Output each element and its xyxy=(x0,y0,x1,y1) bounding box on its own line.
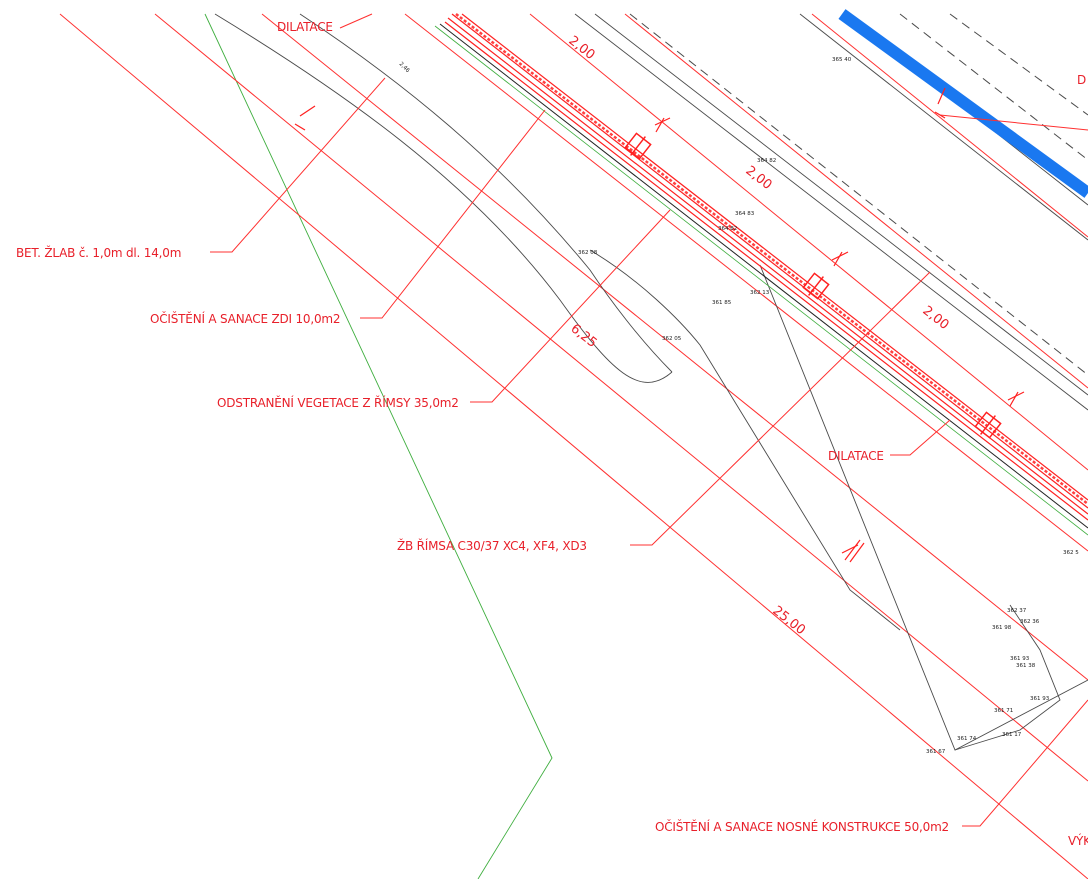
survey-point: 361 71 xyxy=(994,708,1013,714)
survey-point: 361 67 xyxy=(926,749,946,755)
red-parallel-line xyxy=(261,13,1088,681)
dashed-line xyxy=(949,13,1088,116)
survey-point: 361 38 xyxy=(1016,663,1036,669)
survey-point: 365 40 xyxy=(832,57,852,63)
annotation-dilatace-mid: DILATACE xyxy=(828,449,884,463)
blue-pipe xyxy=(838,9,1088,198)
terrain-contour xyxy=(589,249,901,631)
red-parallel-line xyxy=(154,13,1088,782)
survey-point: 361 93 xyxy=(1010,656,1030,662)
red-parallel-line xyxy=(624,13,1088,389)
survey-point: 2,46 xyxy=(398,61,411,74)
leader-line xyxy=(939,114,1088,131)
annotation-edge-right-bottom: VÝK xyxy=(1068,833,1088,848)
leader-line xyxy=(890,419,951,456)
dimension-value: 2,00 xyxy=(743,163,775,193)
leader-line xyxy=(470,209,671,403)
terrain-line xyxy=(799,13,1088,241)
survey-point: 362 36 xyxy=(1020,619,1040,625)
survey-point: 362 37 xyxy=(1007,608,1027,614)
terrain-line xyxy=(574,13,1088,411)
red-parallel-line xyxy=(811,13,1088,238)
terrain-contour xyxy=(214,13,673,383)
survey-point: 361 74 xyxy=(957,736,977,742)
annotation-ocisteni-zdi: OČIŠTĚNÍ A SANACE ZDI 10,0m2 xyxy=(150,311,340,326)
annotation-zb-rimsa: ŽB ŘÍMSA C30/37 XC4, XF4, XD3 xyxy=(397,538,587,553)
dashed-line xyxy=(899,13,1088,161)
leader-line xyxy=(339,13,373,29)
dimension-value: 2,00 xyxy=(566,33,598,63)
survey-point: 364 82 xyxy=(718,226,737,232)
survey-point: 361 17 xyxy=(1002,732,1022,738)
annotation-bet-zlab: BET. ŽLAB č. 1,0m dl. 14,0m xyxy=(16,245,181,260)
boundary-line xyxy=(204,13,553,879)
joint-marker xyxy=(802,272,830,300)
cornice-band xyxy=(434,13,1088,536)
survey-point: 364 83 xyxy=(735,211,755,217)
dimension-value: 2,00 xyxy=(920,303,952,333)
joint-marker xyxy=(624,132,652,160)
terrain-contour xyxy=(299,13,673,373)
survey-point: 362 5 xyxy=(1063,550,1079,556)
terrain-contour xyxy=(759,264,1088,751)
survey-point: 362 05 xyxy=(662,336,682,342)
survey-point: 361 98 xyxy=(992,625,1012,631)
leader-line xyxy=(630,271,931,546)
annotation-dilatace-top: DILATACE xyxy=(277,20,333,34)
survey-point: 362 13 xyxy=(750,290,770,296)
red-parallel-line xyxy=(529,13,1088,471)
dimension-value: 6,25 xyxy=(568,321,600,351)
leader-line xyxy=(210,77,386,253)
survey-point: 362 08 xyxy=(578,250,598,256)
annotation-ocisteni-nosne: OČIŠTĚNÍ A SANACE NOSNÉ KONSTRUKCE 50,0m… xyxy=(655,819,949,834)
dimension-ticks xyxy=(294,87,1025,563)
dimension-value: 25,00 xyxy=(770,603,809,638)
annotation-odstraneni-vegetace: ODSTRANĚNÍ VEGETACE Z ŘÍMSY 35,0m2 xyxy=(217,395,459,410)
dashed-line xyxy=(629,13,1088,376)
joint-marker xyxy=(974,411,1002,439)
terrain-contour xyxy=(954,604,1061,751)
leader-line xyxy=(962,699,1088,827)
survey-point: 361 85 xyxy=(712,300,732,306)
red-parallel-line xyxy=(59,13,1088,879)
survey-point: 361 93 xyxy=(1030,696,1050,702)
red-parallel-line xyxy=(404,13,1088,552)
leader-line xyxy=(360,109,546,319)
terrain-line xyxy=(594,13,1088,396)
annotation-edge-right-top: D xyxy=(1077,73,1086,87)
survey-point: 364 82 xyxy=(757,158,776,164)
